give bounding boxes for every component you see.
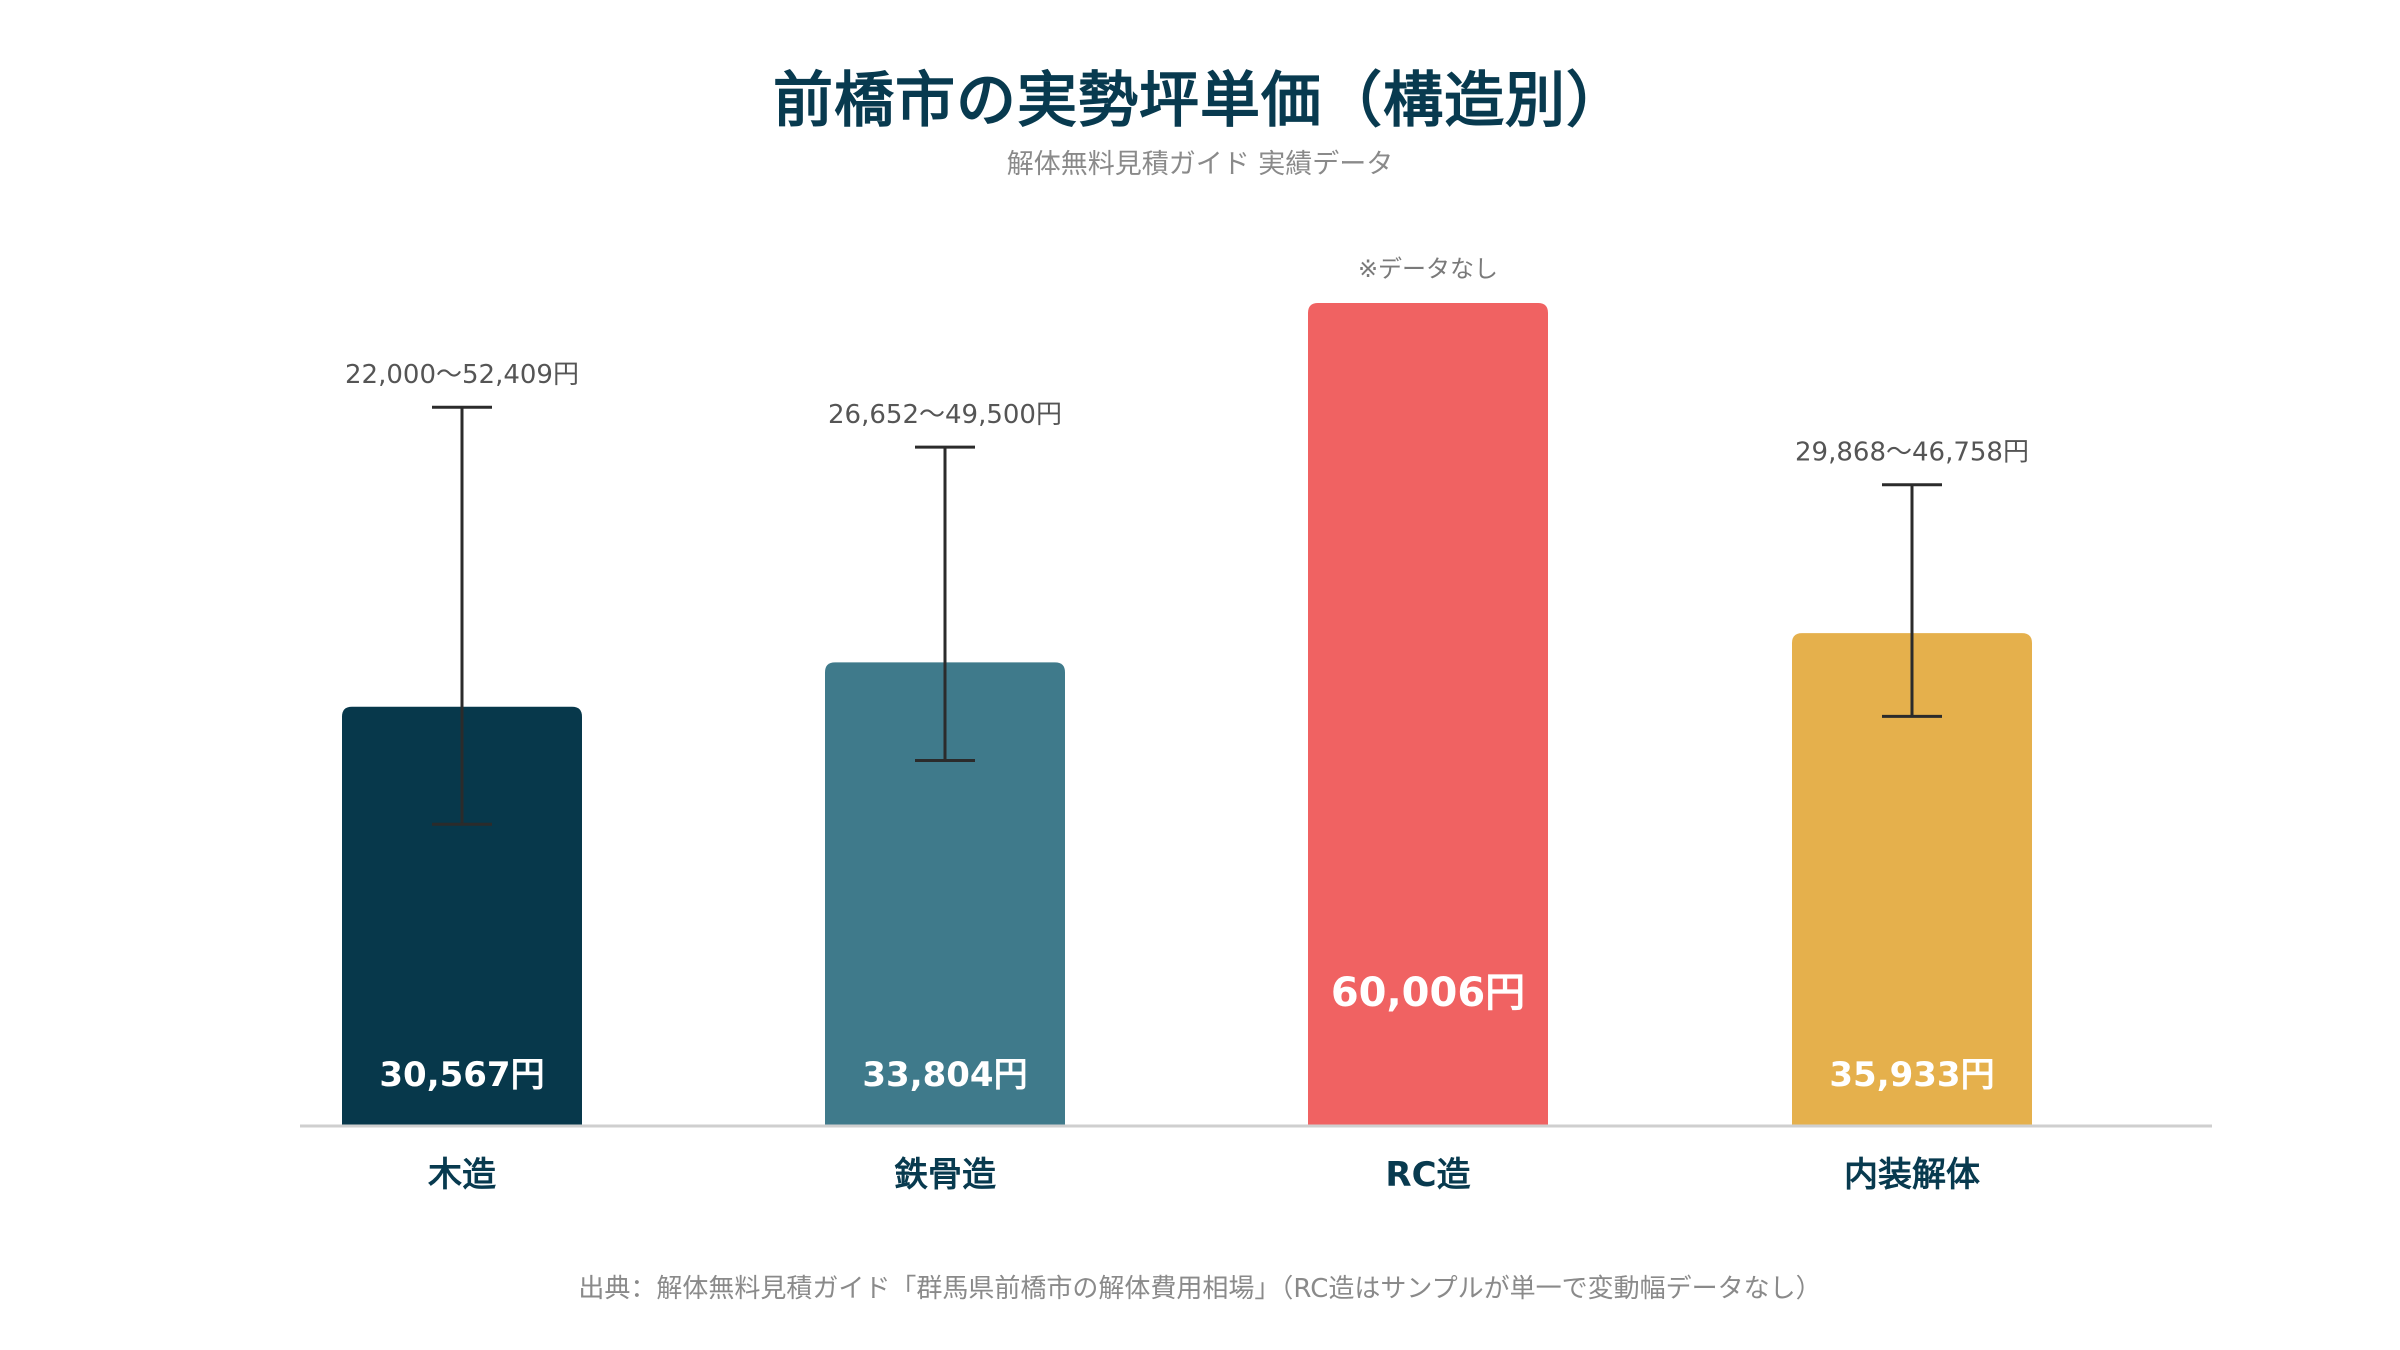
bar-4 — [1792, 633, 2032, 1126]
bar-1 — [342, 706, 582, 1126]
range-label: 22,000〜52,409円 — [345, 360, 579, 390]
bar-2 — [825, 662, 1065, 1126]
bar-value-label: 35,933円 — [1829, 1055, 1994, 1095]
range-label: 29,868〜46,758円 — [1795, 438, 2029, 468]
chart-title: 前橋市の実勢坪単価（構造別） — [773, 66, 1627, 136]
no-data-note: ※データなし — [1358, 255, 1498, 283]
bars-layer — [342, 303, 2032, 1126]
category-label: RC造 — [1385, 1155, 1470, 1195]
bar-value-label: 33,804円 — [862, 1055, 1027, 1095]
bar-value-label: 30,567円 — [379, 1055, 544, 1095]
range-label: 26,652〜49,500円 — [828, 400, 1062, 430]
category-label: 鉄骨造 — [894, 1155, 996, 1195]
bar-3 — [1308, 303, 1548, 1126]
category-label: 内装解体 — [1844, 1155, 1980, 1195]
category-label: 木造 — [427, 1155, 496, 1195]
chart-subtitle: 解体無料見積ガイド 実績データ — [1006, 149, 1394, 180]
bar-value-label: 60,006円 — [1331, 970, 1525, 1016]
chart-source: 出典：解体無料見積ガイド「群馬県前橋市の解体費用相場」（RC造はサンプルが単一で… — [578, 1274, 1822, 1304]
